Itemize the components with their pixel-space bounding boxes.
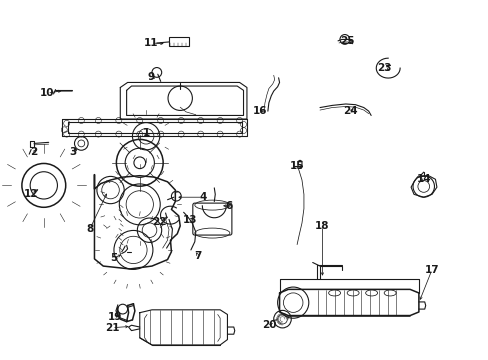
Bar [169, 37, 188, 45]
Text: 23: 23 [377, 63, 391, 73]
Text: 21: 21 [104, 323, 119, 333]
Text: 22: 22 [152, 217, 166, 227]
Text: 13: 13 [183, 215, 197, 225]
Text: 12: 12 [24, 189, 39, 199]
Text: 24: 24 [343, 106, 357, 116]
Text: 9: 9 [147, 72, 154, 82]
Text: 7: 7 [194, 251, 202, 261]
Text: 19: 19 [108, 312, 122, 322]
Text: 8: 8 [86, 225, 93, 234]
Text: 1: 1 [142, 128, 149, 138]
Text: 16: 16 [252, 106, 267, 116]
Text: 10: 10 [40, 88, 54, 98]
Text: 17: 17 [424, 265, 438, 275]
Text: 6: 6 [225, 201, 232, 211]
Text: 11: 11 [143, 38, 158, 48]
Text: 2: 2 [30, 147, 38, 157]
Text: 25: 25 [340, 36, 354, 46]
Text: 4: 4 [199, 192, 206, 202]
Text: 20: 20 [262, 320, 277, 330]
Text: 5: 5 [110, 253, 117, 263]
Text: 15: 15 [289, 161, 304, 171]
Text: 14: 14 [416, 174, 430, 184]
Text: 18: 18 [315, 221, 329, 231]
Text: 3: 3 [69, 147, 77, 157]
